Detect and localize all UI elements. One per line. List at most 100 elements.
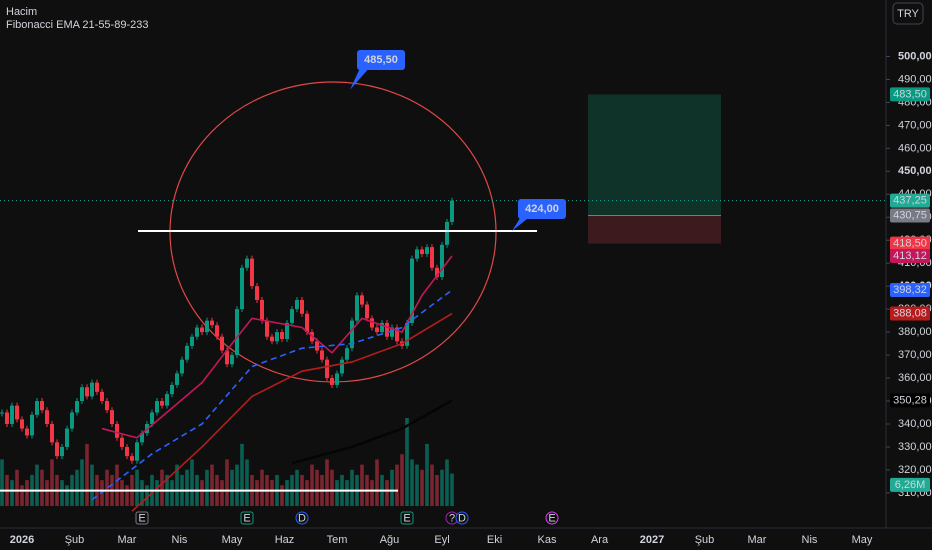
candle-body [235,309,239,356]
volume-bar [395,464,399,506]
candle-body [15,405,19,420]
candle-body [315,341,319,351]
event-icon [400,511,414,525]
price-badge-label: 413,12 [893,250,927,262]
volume-bar [425,443,429,506]
x-tick-label: Eyl [434,534,449,546]
volume-bar [330,469,334,506]
volume-bar [240,443,244,506]
x-tick-label: Haz [275,534,295,546]
y-tick-label: 490,00 [898,73,932,85]
volume-bar [0,459,4,506]
y-tick-label: 500,00 [898,50,932,62]
candle-body [95,382,99,392]
volume-bar [270,480,274,506]
volume-bar [20,485,24,506]
event-label: D [298,512,306,524]
candle-body [280,332,284,340]
candle-body [90,382,94,397]
volume-bar [65,485,69,506]
y-tick-label: 450,00 [898,165,932,177]
volume-bar [440,469,444,506]
candle-body [300,299,304,314]
candle-body [405,322,409,346]
volume-bar [45,480,49,506]
volume-bar [80,459,84,506]
candle-body [140,433,144,443]
event-label: E [243,512,250,524]
x-tick-label: Ağu [380,534,400,546]
candle-body [320,350,324,360]
candle-body [100,391,104,402]
candle-body [70,412,74,429]
volume-bar [360,464,364,506]
candle-body [60,446,64,457]
candle-body [375,327,379,333]
callout-label: 485,50 [364,54,398,66]
volume-bar [40,469,44,506]
candle-body [425,247,429,255]
ema-line [91,289,453,501]
event-icon [240,511,254,525]
volume-bar [315,469,319,506]
candle-body [415,249,419,259]
candle-body [0,412,4,414]
price-badge [890,249,930,264]
ema-line [291,399,453,465]
candle-body [285,322,289,340]
candle-body [150,412,154,424]
volume-bar [205,469,209,506]
candle-body [165,394,169,406]
volume-bar [435,474,439,506]
price-badge [890,283,930,298]
candle-body [220,336,224,351]
event-icon [295,511,309,525]
event-label: E [548,512,555,524]
price-badge [890,193,930,208]
x-tick-label: Tem [327,534,348,546]
candle-body [175,373,179,385]
volume-bar [350,469,354,506]
legend-ema: Fibonacci EMA 21-55-89-233 [6,19,148,31]
volume-bar [75,469,79,506]
y-tick-label: 370,00 [898,349,932,361]
candle-body [385,322,389,337]
candle-body [245,258,249,268]
volume-bar [450,473,454,506]
candle-body [445,221,449,245]
candle-body [65,428,69,447]
x-tick-label: Şub [695,534,715,546]
volume-bar [200,480,204,506]
volume-bar [220,480,224,506]
callout-box [518,199,566,219]
volume-bar [255,480,259,506]
price-badge-label: 418,50 [893,238,927,250]
currency-label[interactable]: TRY [897,8,919,20]
volume-bar [85,443,89,506]
candle-body [110,410,114,424]
price-badge-label: 388,08 [893,307,927,319]
volume-bar [225,459,229,506]
currency-button[interactable] [892,2,924,25]
volume-bar [135,469,139,506]
x-tick-label: Eki [487,534,502,546]
y-tick-label: 460,00 [898,142,932,154]
candle-body [205,320,209,333]
volume-bar [385,480,389,506]
volume-bar [415,464,419,506]
candle-body [355,295,359,321]
candle-body [240,267,244,310]
volume-bar [185,469,189,506]
volume-bar [155,480,159,506]
candle-body [80,387,84,402]
price-badge [890,393,930,408]
event-icon [135,511,149,525]
candle-body [115,423,119,438]
candle-body [370,318,374,328]
volume-bar [175,464,179,506]
candle-body [440,244,444,277]
candle-body [45,410,49,424]
volume-bar [105,469,109,506]
x-tick-label: Kas [538,534,557,546]
candle-body [260,299,264,321]
